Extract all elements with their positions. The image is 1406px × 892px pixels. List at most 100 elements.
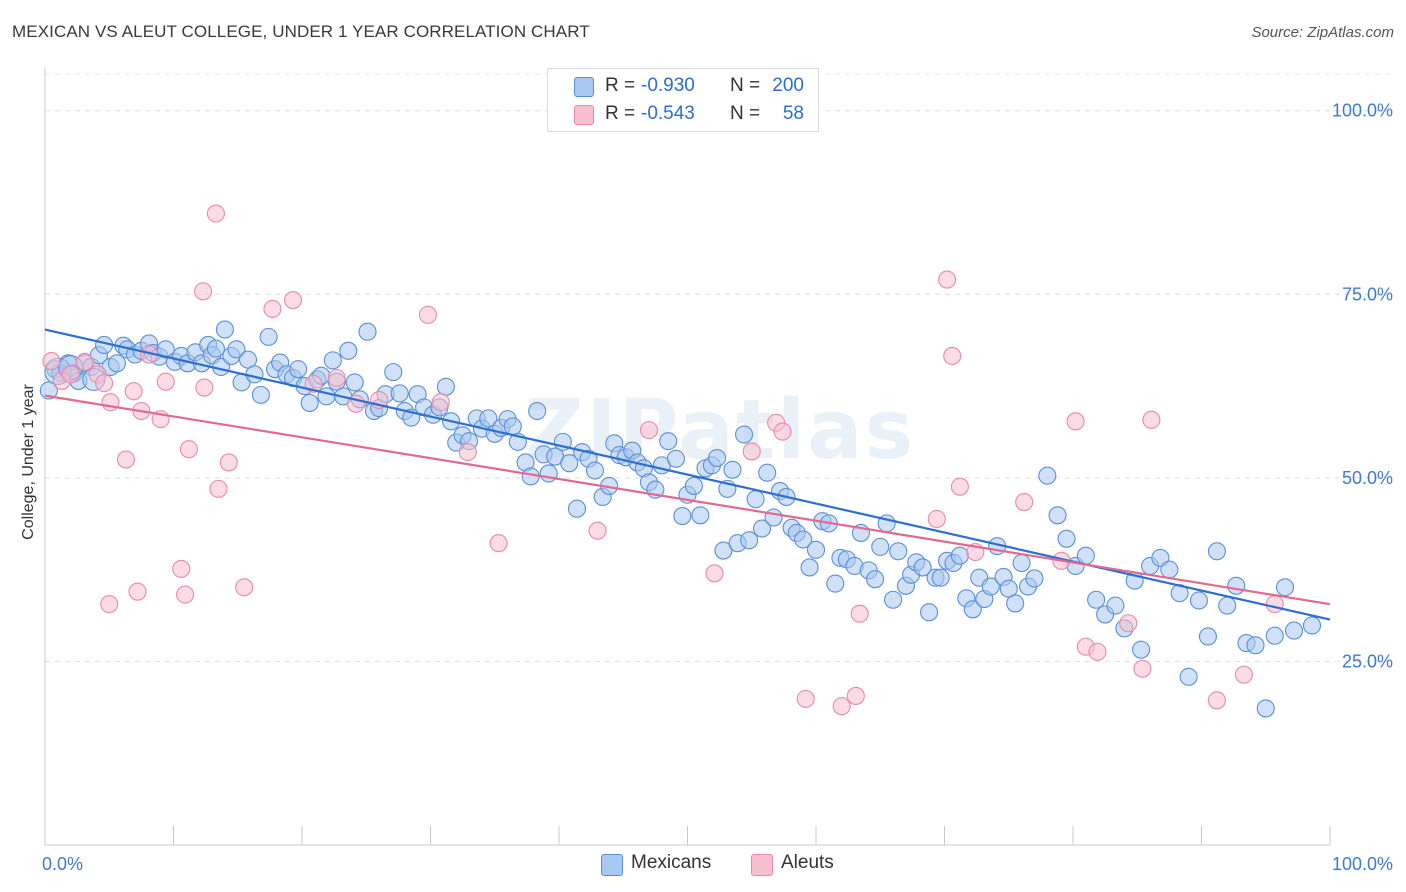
y-tick-labels: 25.0% 50.0% 75.0% 100.0% <box>1332 101 1393 672</box>
mexicans-point <box>1038 466 1057 485</box>
mexicans-point <box>1284 621 1304 640</box>
mexicans-point <box>289 360 308 379</box>
mexicans-point <box>1048 506 1067 525</box>
mexicans-point <box>794 530 813 549</box>
mexicans-point <box>300 393 319 413</box>
aleuts-point <box>431 393 450 412</box>
mexicans-point <box>1179 667 1198 686</box>
mexicans-point <box>1025 569 1044 588</box>
trend-line-aleuts <box>44 394 1331 606</box>
aleuts-point <box>1133 659 1152 678</box>
aleuts-point <box>75 352 94 371</box>
mexicans-point <box>560 454 579 473</box>
aleuts-point <box>100 595 119 614</box>
mexicans-point <box>708 448 727 468</box>
chart-source: Source: ZipAtlas.com <box>1251 24 1394 41</box>
mexicans-point <box>323 351 342 370</box>
series-mexicans-points <box>39 320 1322 718</box>
mexicans-point <box>1207 542 1226 561</box>
y-tick-label: 100.0% <box>1332 101 1393 121</box>
mexicans-point <box>39 381 58 400</box>
legend-row-mexicans: R = -0.930 N = 200 <box>548 73 818 99</box>
mexicans-point <box>227 340 246 359</box>
mexicans-point <box>752 519 772 538</box>
mexicans-point <box>889 542 908 561</box>
mexicans-point <box>684 476 703 495</box>
aleuts-point <box>235 578 254 597</box>
mexicans-point <box>866 570 885 589</box>
aleuts-point <box>1066 412 1085 431</box>
aleuts-point <box>1015 493 1034 512</box>
stats-legend: R = -0.930 N = 200 R = -0.543 N = 58 <box>547 68 819 132</box>
aleuts-point <box>283 291 303 310</box>
mexicans-point <box>1076 546 1095 565</box>
mexicans-point <box>251 385 270 404</box>
trend-lines <box>44 328 1331 621</box>
mexicans-point <box>746 490 765 509</box>
mexicans-point <box>920 603 939 622</box>
mexicans-point <box>931 568 950 587</box>
aleuts-point <box>116 450 136 469</box>
mexicans-point <box>245 365 264 384</box>
aleuts-point <box>206 204 225 223</box>
mexicans-point <box>1265 626 1284 645</box>
aleuts-point <box>209 479 228 498</box>
x-tick-label-max: 100.0% <box>1332 854 1393 874</box>
mexicans-point <box>758 463 777 482</box>
mexicans-point <box>1006 594 1025 613</box>
mexicans-point <box>1160 560 1179 579</box>
aleuts-point <box>61 365 80 384</box>
mexicans-point <box>259 327 278 346</box>
mexicans-point <box>1302 616 1322 635</box>
mexicans-point <box>1198 627 1217 646</box>
legend-row-aleuts: R = -0.543 N = 58 <box>548 101 818 127</box>
mexicans-point <box>345 373 364 392</box>
legend-r-value: -0.930 <box>641 75 695 96</box>
aleuts-point <box>418 305 437 324</box>
aleuts-point <box>950 477 969 496</box>
mexicans-point <box>871 537 890 556</box>
mexicans-point <box>1227 576 1246 595</box>
bottom-legend-label-mexicans: Mexicans <box>631 852 712 873</box>
mexicans-point <box>963 600 982 619</box>
legend-n-value: 200 <box>772 75 804 96</box>
aleuts-point <box>172 559 191 578</box>
mexicans-point <box>673 506 692 526</box>
mexicans-point <box>1087 590 1106 609</box>
aleuts-point <box>42 352 61 371</box>
legend-r-label: R = <box>605 75 636 96</box>
aleuts-point <box>796 689 815 708</box>
legend-n-label: N = <box>730 103 761 124</box>
mexicans-point <box>436 377 455 396</box>
aleuts-point <box>176 585 195 604</box>
mexicans-point <box>734 425 754 444</box>
aleuts-point <box>850 604 869 623</box>
aleuts-point <box>773 422 792 441</box>
mexicans-point <box>800 558 819 577</box>
mexicans-point <box>981 577 1000 596</box>
mexicans-point <box>1012 553 1031 573</box>
mexicans-point <box>1246 636 1265 655</box>
mexicans-point <box>479 409 498 428</box>
aleuts-point <box>489 534 508 553</box>
mexicans-point <box>1189 591 1208 610</box>
mexicans-point <box>1256 699 1275 718</box>
mexicans-point <box>764 508 783 527</box>
mexicans-point <box>1275 578 1295 597</box>
legend-swatch-mexicans <box>574 77 594 97</box>
mexicans-point <box>826 574 845 593</box>
mexicans-point <box>913 558 932 577</box>
mexicans-point <box>1106 596 1125 615</box>
aleuts-point <box>832 697 851 716</box>
aleuts-point <box>1234 665 1253 684</box>
aleuts-point <box>156 372 175 391</box>
mexicans-point <box>107 354 127 373</box>
mexicans-point <box>339 341 358 360</box>
aleuts-point <box>195 378 214 397</box>
y-tick-label: 75.0% <box>1342 284 1393 304</box>
aleuts-point <box>219 453 238 472</box>
axes <box>44 68 1331 846</box>
aleuts-point <box>458 443 477 462</box>
legend-swatch-aleuts <box>574 105 594 125</box>
